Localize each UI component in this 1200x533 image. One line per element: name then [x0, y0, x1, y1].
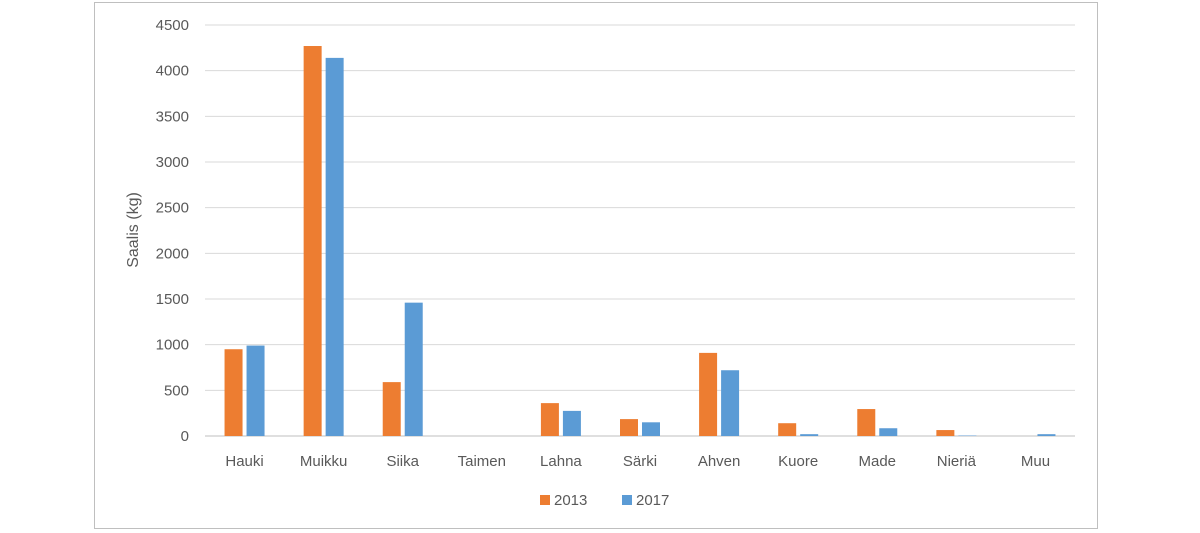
bar-2017-ahven — [721, 370, 740, 436]
y-tick-label: 1000 — [156, 337, 189, 354]
legend-label-2013: 2013 — [554, 492, 587, 509]
bar-2017-muu — [1037, 434, 1056, 436]
x-tick-label: Särki — [623, 453, 657, 470]
gridlines — [205, 24, 1075, 437]
y-tick-label: 500 — [164, 382, 189, 399]
bar-2017-hauki — [246, 345, 265, 436]
bar-2017-siika — [404, 302, 423, 436]
bar-2013-särki — [620, 419, 638, 436]
x-tick-label: Ahven — [698, 453, 741, 470]
x-tick-label: Muikku — [300, 453, 348, 470]
chart-frame — [94, 2, 1098, 529]
bar-2013-nieriä — [936, 430, 955, 436]
bar-2017-muikku — [325, 57, 344, 436]
bar-2013-hauki — [224, 349, 243, 436]
bar-2017-kuore — [800, 434, 819, 436]
y-axis-title: Saalis (kg) — [125, 192, 142, 268]
y-tick-label: 2500 — [156, 200, 189, 217]
y-tick-label: 4000 — [156, 63, 189, 80]
bar-2013-siika — [382, 382, 401, 436]
x-tick-label: Nieriä — [937, 453, 977, 470]
y-tick-label: 1500 — [156, 291, 189, 308]
x-tick-label: Siika — [386, 453, 419, 470]
legend-label-2017: 2017 — [636, 492, 669, 509]
legend-swatch-2013 — [540, 495, 550, 505]
bar-2017-made — [879, 428, 898, 436]
y-tick-label: 4500 — [156, 17, 189, 34]
bar-2017-lahna — [562, 410, 581, 436]
x-tick-label: Kuore — [778, 453, 818, 470]
bar-2013-kuore — [778, 423, 797, 436]
bar-2013-ahven — [699, 352, 718, 436]
bar-2013-made — [857, 409, 876, 436]
y-tick-label: 3000 — [156, 154, 189, 171]
x-tick-label: Made — [859, 453, 897, 470]
x-tick-label: Lahna — [540, 453, 582, 470]
x-tick-label: Taimen — [458, 453, 506, 470]
bar-2013-lahna — [540, 403, 559, 436]
x-tick-label: Hauki — [225, 453, 263, 470]
legend-swatch-2017 — [622, 495, 632, 505]
y-axis-ticks: 0 500 1000 1500 2000 2500 3000 3500 4000 4500 — [156, 17, 189, 445]
y-tick-label: 3500 — [156, 108, 189, 125]
bar-2013-muikku — [303, 46, 322, 437]
x-axis-ticks: Hauki Muikku Siika Taimen Lahna Särki Ahven Kuo… — [225, 453, 1050, 470]
y-tick-label: 0 — [181, 428, 189, 445]
legend: 2013 2017 — [540, 492, 669, 509]
bar-2017-särki — [642, 422, 660, 436]
y-tick-label: 2000 — [156, 245, 189, 262]
bars — [224, 46, 1056, 437]
x-tick-label: Muu — [1021, 453, 1050, 470]
